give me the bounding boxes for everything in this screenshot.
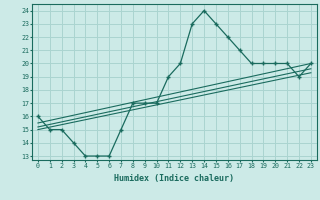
X-axis label: Humidex (Indice chaleur): Humidex (Indice chaleur) [115,174,234,183]
